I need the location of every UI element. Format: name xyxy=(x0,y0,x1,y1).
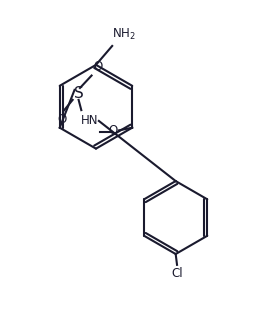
Text: HN: HN xyxy=(81,114,99,127)
Text: O: O xyxy=(93,60,103,73)
Text: O: O xyxy=(58,113,67,126)
Text: Cl: Cl xyxy=(171,267,183,280)
Text: S: S xyxy=(74,86,84,101)
Text: NH$_2$: NH$_2$ xyxy=(112,27,136,42)
Text: O: O xyxy=(108,124,117,137)
